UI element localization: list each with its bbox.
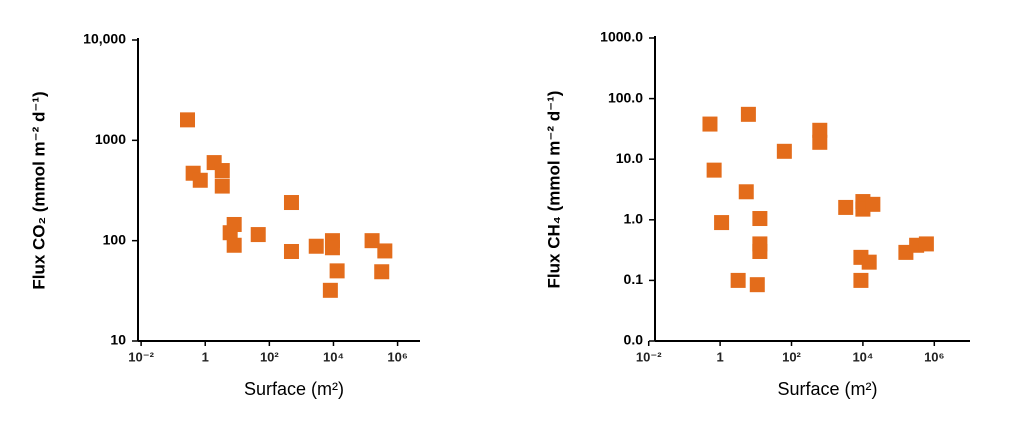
x-tick-label: 10² xyxy=(260,349,279,364)
data-point xyxy=(738,184,754,200)
data-point xyxy=(752,211,768,227)
data-point xyxy=(838,199,854,215)
data-point xyxy=(714,215,730,231)
data-point xyxy=(706,162,722,178)
x-tick-label: 10⁻² xyxy=(128,349,154,364)
x-tick-label: 10⁴ xyxy=(323,349,344,364)
data-point xyxy=(865,196,881,212)
data-point xyxy=(214,178,230,194)
y-tick-label: 1000.0 xyxy=(600,29,643,45)
data-point xyxy=(861,254,877,270)
y-tick-label: 100.0 xyxy=(608,89,643,105)
x-tick-label: 10⁴ xyxy=(852,349,873,364)
data-point xyxy=(730,272,746,288)
data-point xyxy=(377,243,393,259)
data-point xyxy=(192,172,208,188)
data-point xyxy=(222,225,238,241)
x-tick-label: 10⁶ xyxy=(924,349,944,364)
y-tick-label: 0.1 xyxy=(624,271,644,287)
data-point xyxy=(374,264,390,280)
data-point xyxy=(702,116,718,132)
y-tick-label: 10.0 xyxy=(616,150,643,166)
data-point xyxy=(329,263,345,279)
data-point xyxy=(250,227,266,243)
data-point xyxy=(918,236,934,252)
data-point xyxy=(283,243,299,259)
y-tick-label: 0.0 xyxy=(624,332,644,348)
data-point xyxy=(812,134,828,150)
x-axis-title: Surface (m²) xyxy=(777,379,877,399)
data-point xyxy=(324,240,340,256)
y-tick-label: 1.0 xyxy=(624,211,644,227)
y-tick-label: 10 xyxy=(110,332,126,348)
x-tick-label: 10⁻² xyxy=(636,349,662,364)
data-point xyxy=(740,106,756,122)
data-point xyxy=(776,143,792,159)
y-axis-title: Flux CO₂ (mmol m⁻² d⁻¹) xyxy=(29,91,48,289)
x-tick-label: 10⁶ xyxy=(387,349,407,364)
data-point xyxy=(853,272,869,288)
x-tick-label: 10² xyxy=(782,349,801,364)
y-tick-label: 10,000 xyxy=(83,31,126,47)
y-tick-label: 100 xyxy=(103,231,127,247)
x-axis-title: Surface (m²) xyxy=(244,379,344,399)
data-point xyxy=(180,112,196,128)
x-tick-label: 1 xyxy=(716,349,723,364)
data-point xyxy=(364,233,380,249)
data-point xyxy=(749,277,765,293)
y-tick-label: 1000 xyxy=(95,131,126,147)
data-point xyxy=(214,163,230,179)
data-point xyxy=(752,243,768,259)
data-point xyxy=(322,282,338,298)
data-point xyxy=(226,237,242,253)
data-point xyxy=(308,238,324,254)
x-tick-label: 1 xyxy=(202,349,209,364)
data-point xyxy=(283,195,299,211)
y-axis-title: Flux CH₄ (mmol m⁻² d⁻¹) xyxy=(544,91,563,289)
data-point xyxy=(812,122,828,138)
